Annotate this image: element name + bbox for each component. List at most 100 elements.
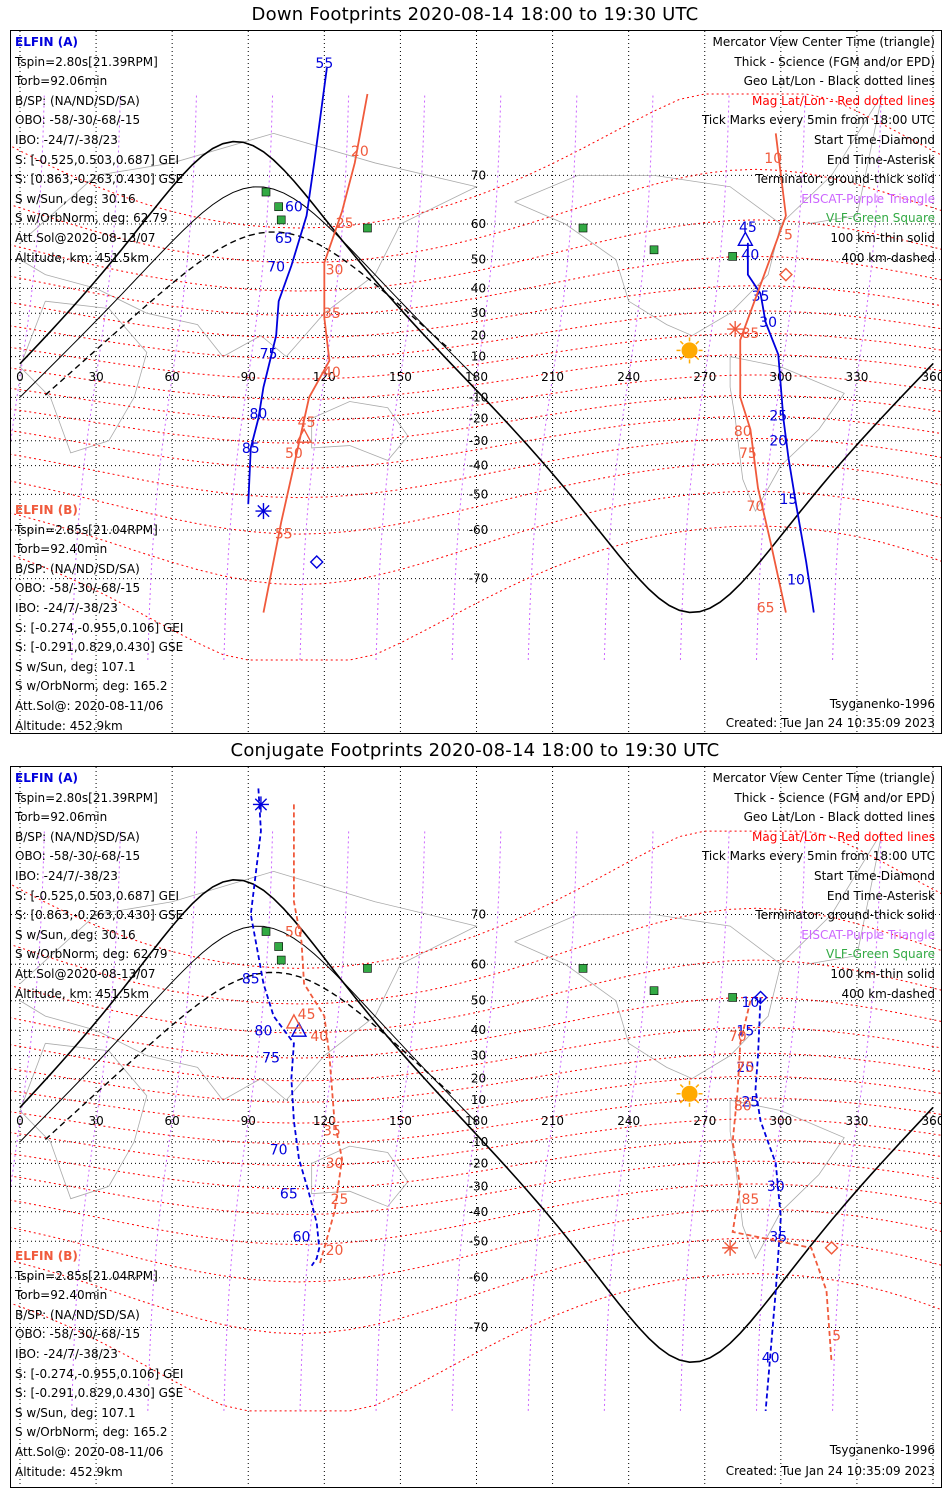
tick-label: 60 <box>293 1229 311 1245</box>
mag-meridian <box>527 831 578 1411</box>
lon-tick-label: 150 <box>389 370 412 384</box>
sun-ray <box>679 1084 684 1088</box>
end-asterisk-marker <box>729 322 742 336</box>
terminator <box>19 878 934 1364</box>
elfin_a-line: Att.Sol@2020-08-13/07 <box>15 230 156 245</box>
vlf-station-marker <box>728 252 737 261</box>
elfin_a-line: ELFIN (A) <box>15 771 78 785</box>
lon-tick-label: 270 <box>693 370 716 384</box>
vlf-station-marker <box>261 927 271 936</box>
lon-tick-label: 330 <box>845 1114 868 1128</box>
elfin_b-line: S: [-0.274,-0.955,0.106] GEI <box>15 620 184 635</box>
lat-tick-label: -50 <box>469 487 489 501</box>
mag-parallel <box>11 168 941 264</box>
mag-parallel <box>11 310 941 360</box>
legend-entry: 400 km-dashed <box>841 250 935 265</box>
tick-label: 80 <box>734 424 752 440</box>
mag-meridian <box>755 831 806 1411</box>
tick-label: 85 <box>741 326 759 342</box>
legend-entry: Tick Marks every 5min from 18:00 UTC <box>701 113 935 128</box>
vlf-station-marker <box>276 955 286 965</box>
center-triangle-marker <box>737 230 754 247</box>
elfin_b-line: S w/OrbNorm, deg: 165.2 <box>15 1425 168 1440</box>
sun-ray <box>679 340 684 345</box>
elfin_b-line: ELFIN (B) <box>15 1249 78 1263</box>
footprint-line <box>754 997 782 1411</box>
lat-tick-label: -50 <box>469 1234 489 1248</box>
elfin_a-line: Tspin=2.80s[21.39RPM] <box>15 790 158 805</box>
lon-tick-label: 30 <box>88 370 103 384</box>
footprint-line <box>247 67 328 505</box>
tick-label: 5 <box>784 227 793 243</box>
vlf-station-marker <box>649 986 659 996</box>
tick-label: 70 <box>270 1143 288 1159</box>
sun-ray <box>695 1084 700 1088</box>
lon-tick-label: 210 <box>541 370 564 384</box>
coastline <box>514 914 782 1080</box>
lon-tick-label: 240 <box>617 1114 640 1128</box>
altitude-100km-line <box>19 925 477 1143</box>
end-asterisk-marker <box>723 1241 737 1255</box>
tick-label: 50 <box>285 446 303 462</box>
center-triangle-marker <box>285 1013 303 1029</box>
elfin_b-line: OBO: -58/-30/-68/-15 <box>15 581 141 596</box>
elfin_b-line: S w/Sun, deg: 107.1 <box>15 659 136 674</box>
mag-parallel <box>11 1026 941 1082</box>
coastline <box>19 1042 148 1200</box>
elfin_b-line: S: [-0.291,0.829,0.430] GSE <box>15 1386 184 1401</box>
lat-tick-label: 40 <box>471 281 486 295</box>
vlf-station-marker <box>649 245 659 255</box>
coastlines <box>19 93 883 513</box>
tick-label: 50 <box>285 925 303 941</box>
elfin-b-track: 50 45 40 35 30 25 20 5 70 75 80 85 <box>285 804 841 1363</box>
mag-parallel <box>11 462 941 535</box>
sun-disc <box>681 342 698 359</box>
panel-2: 0 30 60 90 120 150 180 210 240 270 300 330 360 70 60 50… <box>10 766 942 1488</box>
geo-grid <box>11 767 941 1487</box>
tick-label: 70 <box>747 499 765 515</box>
legend: Mercator View Center Time (triangle) Thic… <box>702 769 935 1004</box>
tick-label: 10 <box>764 151 782 167</box>
tick-label: 55 <box>275 526 293 542</box>
tick-label: 30 <box>759 315 777 331</box>
tick-label: 10 <box>787 573 805 589</box>
axis-labels: 0 30 60 90 120 150 180 210 240 270 300 330 360 70 60 50… <box>16 907 941 1334</box>
footprint-line <box>262 93 369 613</box>
mag-meridian <box>11 831 45 1190</box>
legend-entry: Mercator View Center Time (triangle) <box>712 771 935 785</box>
lon-tick-label: 210 <box>541 1114 564 1128</box>
tick-label: 75 <box>262 1051 280 1067</box>
vlf-station-marker <box>363 223 372 233</box>
mag-meridian <box>679 831 730 1411</box>
tick-label: 80 <box>734 1099 752 1115</box>
mag-meridian <box>832 831 882 1411</box>
legend-entry: Geo Lat/Lon - Black dotted lines <box>743 810 935 825</box>
tick-label: 30 <box>326 263 344 279</box>
model-label: Tsyganenko-1996 <box>829 1443 935 1457</box>
tick-label: 15 <box>780 492 798 508</box>
mag-meridian <box>299 831 350 1411</box>
elfin_a-line: ELFIN (A) <box>15 35 78 49</box>
tick-label: 70 <box>267 260 285 276</box>
elfin_a-line: S w/OrbNorm, deg: 62.79 <box>15 947 168 962</box>
end-asterisk-marker <box>254 798 268 811</box>
elfin_b-line: S w/OrbNorm, deg: 165.2 <box>15 679 168 694</box>
legend-entry: Terminator: ground-thick solid <box>755 172 935 187</box>
elfin_b-line: IBO: -24/7/-38/23 <box>15 600 118 615</box>
elfin_a-line: S w/OrbNorm, deg: 62.79 <box>15 211 168 226</box>
tick-label: 45 <box>298 415 316 431</box>
vlf-station-marker <box>274 202 283 212</box>
legend-entry: Mercator View Center Time (triangle) <box>712 35 935 49</box>
lat-tick-label: 40 <box>471 1023 486 1037</box>
tick-label: 30 <box>326 1156 344 1172</box>
legend-entry: EISCAT-Purple Triangle <box>801 927 935 942</box>
mag-meridian <box>147 831 198 1411</box>
legend-entry: 100 km-thin solid <box>830 230 935 245</box>
tick-label: 40 <box>310 1029 328 1045</box>
tick-label: 85 <box>242 441 260 457</box>
lon-tick-label: 90 <box>241 1114 256 1128</box>
elfin-a-track: 55 60 65 70 75 80 85 45 40 35 30 25 20 15 10 <box>242 56 815 613</box>
elfin_b-line: B/SP: (NA/ND/SD/SA) <box>15 561 140 576</box>
geo-grid <box>11 31 941 733</box>
lon-tick-label: 240 <box>617 370 640 384</box>
